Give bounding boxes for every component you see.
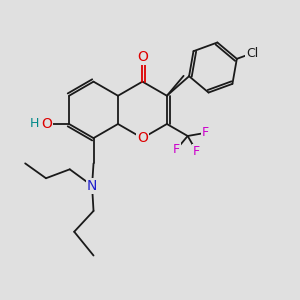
Text: O: O xyxy=(137,131,148,145)
Text: O: O xyxy=(41,117,52,131)
Text: F: F xyxy=(172,143,180,156)
Text: O: O xyxy=(137,50,148,64)
Text: F: F xyxy=(193,145,200,158)
Text: Cl: Cl xyxy=(246,47,258,60)
Text: F: F xyxy=(202,126,209,140)
Text: H: H xyxy=(30,117,39,130)
Text: N: N xyxy=(87,179,97,193)
